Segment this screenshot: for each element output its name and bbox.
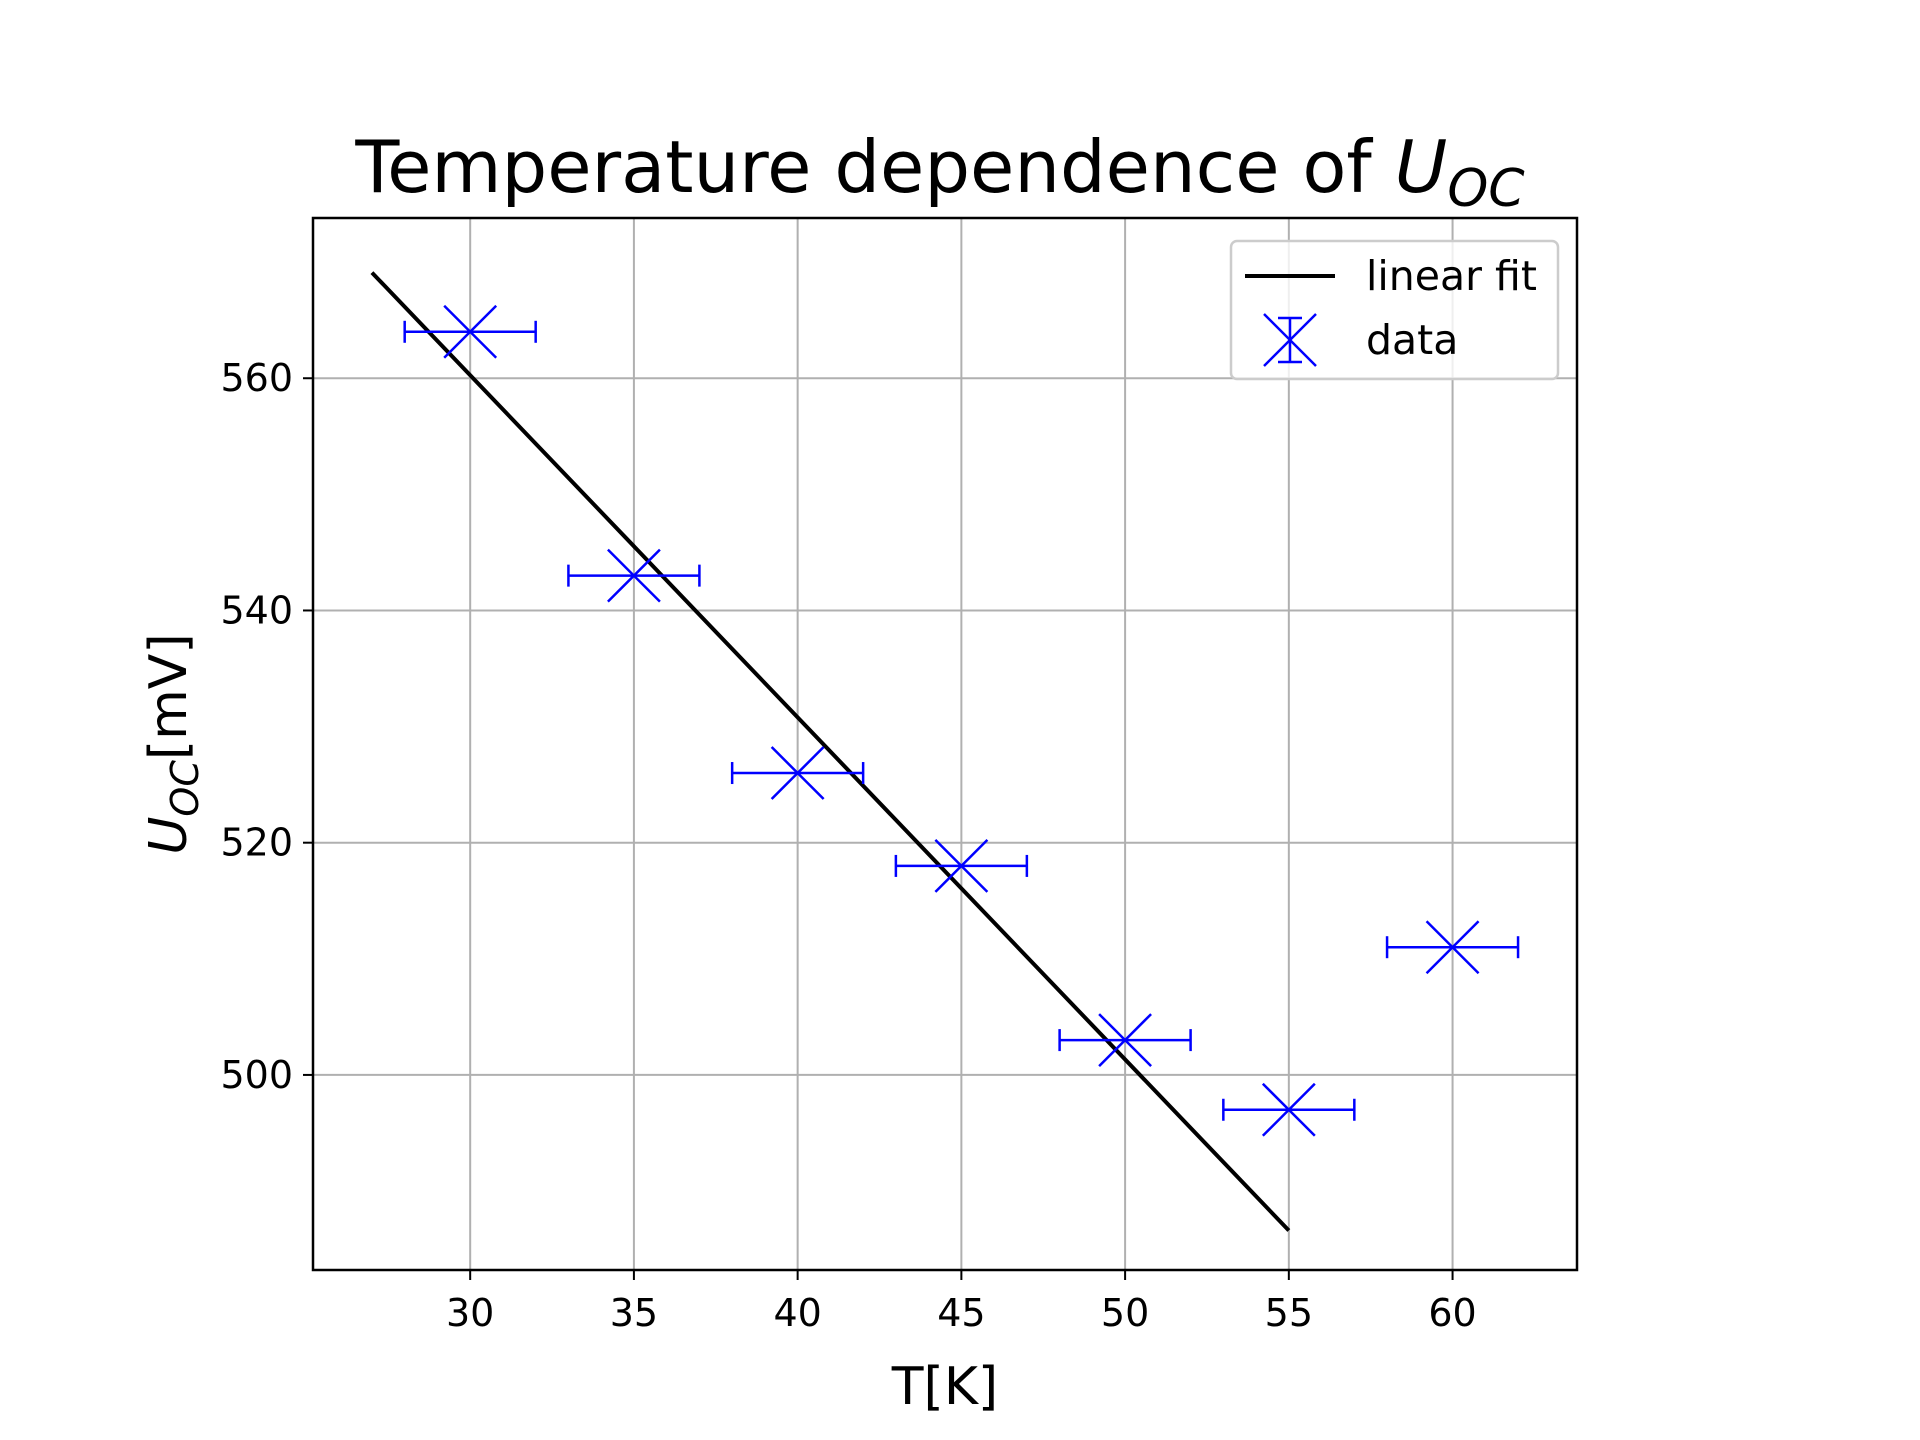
- x-tick-label: 60: [1428, 1291, 1476, 1335]
- y-tick-label: 500: [220, 1053, 293, 1097]
- data-point: [567, 548, 701, 603]
- x-marker-stroke: [1425, 920, 1480, 975]
- chart-title-subscript: OC: [1447, 159, 1525, 219]
- axis-ticks: 30 35 40 45 50 55 60 500 520 540 560: [220, 356, 1476, 1335]
- data-point: [894, 839, 1029, 893]
- x-tick-label: 30: [446, 1291, 494, 1335]
- chart-title-symbol: U: [1395, 125, 1448, 209]
- legend: linear fit data: [1229, 239, 1560, 381]
- x-axis-label: T[K]: [891, 1357, 998, 1417]
- legend-label-data: data: [1366, 316, 1458, 364]
- y-tick-label: 560: [220, 356, 293, 400]
- x-marker-stroke: [934, 839, 989, 893]
- x-marker-stroke: [443, 304, 498, 359]
- data-point: [1385, 920, 1520, 975]
- y-tick-label: 540: [220, 588, 293, 632]
- data-point: [1222, 1082, 1356, 1137]
- x-marker-stroke: [770, 746, 825, 800]
- data-point: [403, 304, 537, 359]
- y-axis-label-symbol: U: [139, 817, 199, 855]
- legend-label-linear-fit: linear fit: [1366, 252, 1537, 300]
- legend-errorbar-marker: [1263, 313, 1317, 367]
- x-marker-stroke: [1261, 1082, 1316, 1137]
- x-tick-label: 50: [1101, 1291, 1149, 1335]
- data-point: [1058, 1013, 1192, 1067]
- y-tick-label: 520: [220, 821, 293, 865]
- y-axis-label: UOC[mV]: [139, 633, 207, 854]
- data-point: [730, 746, 865, 800]
- plot-series: [370, 271, 1520, 1232]
- x-tick-label: 45: [937, 1291, 985, 1335]
- linear-fit-line: [370, 271, 1291, 1232]
- chart-title-text: Temperature dependence of: [354, 125, 1394, 209]
- x-tick-label: 35: [610, 1291, 658, 1335]
- x-tick-label: 55: [1265, 1291, 1313, 1335]
- y-axis-label-subscript: OC: [163, 760, 207, 817]
- grid: [313, 218, 1577, 1270]
- y-axis-label-unit: [mV]: [139, 633, 199, 760]
- x-marker-stroke: [1098, 1013, 1152, 1067]
- x-marker-stroke: [607, 548, 661, 603]
- x-tick-label: 40: [773, 1291, 821, 1335]
- chart-title: Temperature dependence of UOC: [354, 125, 1525, 219]
- plot-frame: [311, 216, 1579, 1272]
